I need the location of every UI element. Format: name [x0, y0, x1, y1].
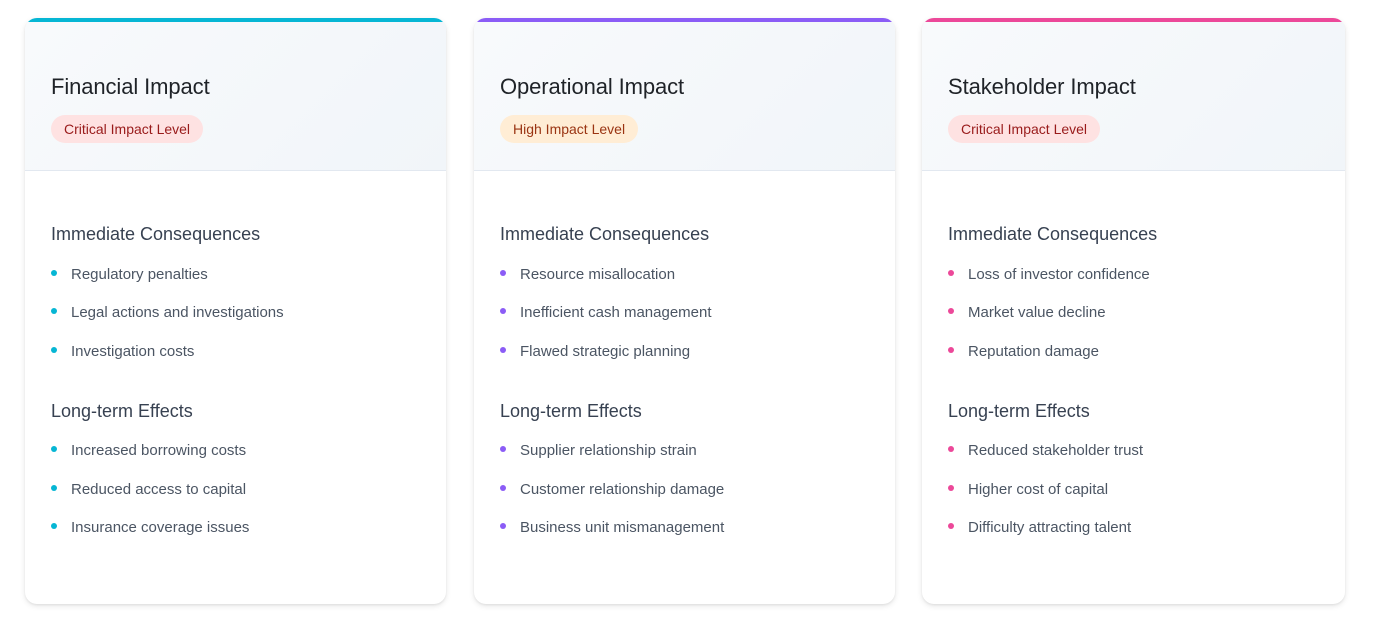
list-item-text: Market value decline	[968, 304, 1106, 322]
bullet-dot-icon	[51, 346, 57, 353]
section-title: Immediate Consequences	[500, 224, 710, 244]
list-item: Investigation costs	[51, 332, 420, 371]
card-accent-bar	[25, 18, 446, 22]
list-item-text: Flawed strategic planning	[520, 342, 691, 360]
card-body: Immediate Consequences Loss of investor …	[922, 171, 1345, 547]
card-header: Stakeholder Impact Critical Impact Level	[922, 18, 1345, 171]
bullet-dot-icon	[948, 484, 954, 491]
section-title: Immediate Consequences	[948, 224, 1158, 244]
list-item: Reputation damage	[948, 332, 1319, 371]
bullet-dot-icon	[51, 484, 57, 491]
card-header: Financial Impact Critical Impact Level	[25, 18, 446, 171]
list-item-text: Business unit mismanagement	[520, 519, 725, 537]
bullet-dot-icon	[500, 484, 506, 491]
list-item-text: Resource misallocation	[520, 265, 676, 283]
list-item-text: Reduced access to capital	[71, 480, 247, 498]
list-item-text: Investigation costs	[71, 342, 195, 360]
card-title: Stakeholder Impact	[948, 74, 1136, 99]
list-item: Higher cost of capital	[948, 470, 1319, 509]
list-item: Difficulty attracting talent	[948, 509, 1319, 548]
list-item-text: Inefficient cash management	[520, 304, 712, 322]
section-title: Long-term Effects	[500, 400, 642, 421]
section-title: Long-term Effects	[948, 400, 1090, 421]
list-item-text: Regulatory penalties	[71, 265, 208, 283]
bullet-dot-icon	[948, 523, 954, 530]
card-body: Immediate Consequences Regulatory penalt…	[25, 171, 446, 547]
list-item: Customer relationship damage	[500, 470, 869, 509]
impact-level-badge: Critical Impact Level	[948, 115, 1101, 143]
bullet-dot-icon	[500, 523, 506, 530]
bullet-dot-icon	[51, 269, 57, 276]
immediate-consequences-section: Immediate Consequences Loss of investor …	[948, 222, 1319, 371]
card-title: Operational Impact	[500, 74, 685, 99]
list-item: Reduced stakeholder trust	[948, 432, 1319, 471]
list-item-text: Reduced stakeholder trust	[968, 442, 1144, 460]
card-accent-bar	[474, 18, 895, 22]
bullet-dot-icon	[948, 308, 954, 315]
list-item-text: Higher cost of capital	[968, 480, 1109, 498]
bullet-dot-icon	[51, 446, 57, 453]
bullet-dot-icon	[500, 446, 506, 453]
financial-impact-card: Financial Impact Critical Impact Level I…	[25, 18, 446, 604]
impact-level-badge: Critical Impact Level	[51, 115, 204, 143]
list-item-text: Loss of investor confidence	[968, 265, 1150, 283]
bullet-dot-icon	[948, 346, 954, 353]
bullet-dot-icon	[948, 269, 954, 276]
card-title: Financial Impact	[51, 74, 210, 99]
list-item: Increased borrowing costs	[51, 432, 420, 471]
list-item-text: Supplier relationship strain	[520, 442, 697, 460]
list-item: Inefficient cash management	[500, 294, 869, 333]
long-term-effects-section: Long-term Effects Increased borrowing co…	[51, 399, 420, 548]
list-item-text: Legal actions and investigations	[71, 304, 284, 322]
card-header: Operational Impact High Impact Level	[474, 18, 895, 171]
bullet-dot-icon	[51, 523, 57, 530]
card-accent-bar	[922, 18, 1345, 22]
card-body: Immediate Consequences Resource misalloc…	[474, 171, 895, 547]
immediate-consequences-section: Immediate Consequences Regulatory penalt…	[51, 222, 420, 371]
list-item: Loss of investor confidence	[948, 255, 1319, 294]
list-item: Market value decline	[948, 294, 1319, 333]
long-term-effects-section: Long-term Effects Reduced stakeholder tr…	[948, 399, 1319, 548]
list-item-text: Reputation damage	[968, 342, 1099, 360]
long-term-effects-section: Long-term Effects Supplier relationship …	[500, 399, 869, 548]
section-title: Long-term Effects	[51, 400, 193, 421]
bullet-dot-icon	[500, 269, 506, 276]
bullet-dot-icon	[500, 346, 506, 353]
list-item: Supplier relationship strain	[500, 432, 869, 471]
bullet-dot-icon	[948, 446, 954, 453]
list-item: Legal actions and investigations	[51, 294, 420, 333]
list-item: Resource misallocation	[500, 255, 869, 294]
list-item: Insurance coverage issues	[51, 509, 420, 548]
list-item: Regulatory penalties	[51, 255, 420, 294]
operational-impact-card: Operational Impact High Impact Level Imm…	[474, 18, 895, 604]
bullet-dot-icon	[51, 308, 57, 315]
list-item-text: Customer relationship damage	[520, 480, 725, 498]
list-item: Business unit mismanagement	[500, 509, 869, 548]
stakeholder-impact-card: Stakeholder Impact Critical Impact Level…	[922, 18, 1345, 604]
list-item: Flawed strategic planning	[500, 332, 869, 371]
list-item: Reduced access to capital	[51, 470, 420, 509]
list-item-text: Difficulty attracting talent	[968, 519, 1132, 537]
list-item-text: Increased borrowing costs	[71, 442, 247, 460]
immediate-consequences-section: Immediate Consequences Resource misalloc…	[500, 222, 869, 371]
impact-level-badge: High Impact Level	[500, 115, 639, 143]
list-item-text: Insurance coverage issues	[71, 519, 250, 537]
bullet-dot-icon	[500, 308, 506, 315]
section-title: Immediate Consequences	[51, 224, 261, 244]
